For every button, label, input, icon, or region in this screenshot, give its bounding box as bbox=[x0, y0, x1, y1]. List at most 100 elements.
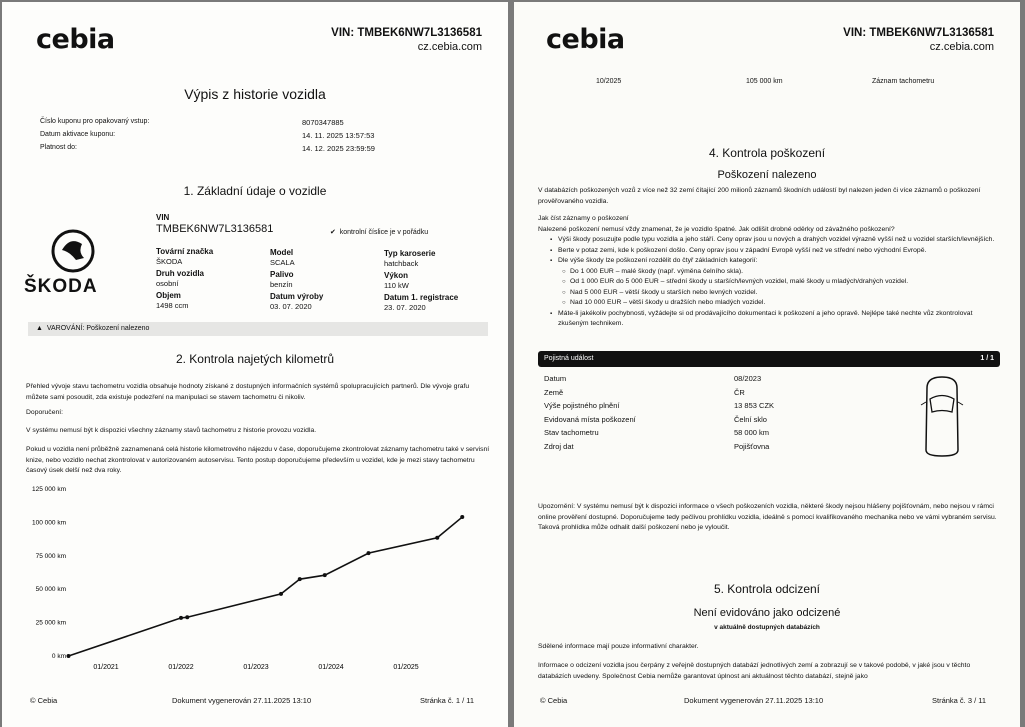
event-label: Země bbox=[544, 387, 564, 397]
event-row: Evidovaná místa poškození Čelní sklo bbox=[544, 413, 774, 427]
header-vin: VIN: TMBEK6NW7L3136581 cz.cebia.com bbox=[331, 27, 482, 53]
data-point bbox=[66, 654, 71, 658]
field-label: Model bbox=[270, 248, 294, 257]
field-label: Výkon bbox=[384, 271, 409, 280]
damage-found-subtitle: Poškození nalezeno bbox=[717, 169, 817, 181]
y-tick-label: 75 000 km bbox=[36, 553, 66, 560]
data-point bbox=[297, 577, 302, 582]
event-value: 58 000 km bbox=[734, 428, 770, 437]
footer-generated: Dokument vygenerován 27.11.2025 13:10 bbox=[172, 696, 312, 705]
event-value: Čelní sklo bbox=[734, 414, 767, 424]
field-value: SCALA bbox=[270, 258, 295, 267]
field-label: Tovární značka bbox=[156, 247, 214, 256]
coupon-value: 8070347885 bbox=[302, 118, 344, 127]
field-label: Objem bbox=[156, 291, 181, 300]
damage-bullet: Berte v potaz zemi, kde k poškození došl… bbox=[550, 246, 1003, 257]
damage-bullet: Dle výše škody lze poškození rozdělit do… bbox=[550, 256, 1003, 267]
odometer-chart: 0 km 25 000 km 50 000 km 75 000 km 100 000 k… bbox=[32, 486, 465, 671]
damage-category: Od 1 000 EUR do 5 000 EUR – střední škod… bbox=[562, 277, 1003, 288]
damage-warning: ▲ VAROVÁNÍ: Poškození nalezeno bbox=[28, 322, 488, 336]
coupon-value: 14. 12. 2025 23:59:59 bbox=[302, 144, 375, 153]
section4-title: 4. Kontrola poškození bbox=[708, 146, 826, 160]
event-value: Pojišťovna bbox=[734, 441, 770, 451]
insurance-event-table: Datum 08/2023 Země ČR Výše pojistného plnění… bbox=[544, 372, 774, 453]
recommendation-text: V systému nemusí být k dispozici všechny… bbox=[26, 427, 317, 434]
y-tick-label: 25 000 km bbox=[36, 620, 66, 627]
data-point bbox=[179, 615, 183, 620]
insurance-event-header: Pojistná událost 1 / 1 bbox=[538, 351, 1000, 367]
damage-category: Nad 5 000 EUR – větší škody u starších n… bbox=[562, 288, 1003, 299]
x-tick-label: 01/2022 bbox=[168, 664, 193, 671]
odometer-intro: Přehled vývoje stavu tachometru vozidla … bbox=[26, 383, 470, 401]
field-label: Palivo bbox=[270, 270, 294, 279]
field-value: ŠKODA bbox=[156, 257, 183, 266]
damage-categories: Do 1 000 EUR – malé škody (např. výměna … bbox=[562, 267, 1003, 309]
field-value: 1498 ccm bbox=[156, 301, 189, 310]
vin-label: VIN bbox=[156, 213, 170, 222]
y-tick-label: 0 km bbox=[52, 653, 66, 660]
data-point bbox=[460, 515, 465, 520]
event-label: Datum bbox=[544, 374, 567, 383]
odo-type: Záznam tachometru bbox=[872, 78, 935, 85]
event-value: ČR bbox=[734, 387, 745, 397]
data-point bbox=[435, 535, 440, 540]
event-label: Evidovaná místa poškození bbox=[544, 414, 636, 424]
event-row: Datum 08/2023 bbox=[544, 372, 774, 386]
not-stolen-subtitle: Není evidováno jako odcizené bbox=[693, 607, 841, 619]
field-label: Druh vozidla bbox=[156, 269, 205, 278]
coupon-label: Platnost do: bbox=[40, 144, 77, 151]
section2-title: 2. Kontrola najetých kilometrů bbox=[175, 352, 335, 366]
not-stolen-note: v aktuálně dostupných databázích bbox=[714, 624, 820, 631]
event-value: 08/2023 bbox=[734, 374, 762, 383]
y-tick-label: 50 000 km bbox=[36, 586, 66, 593]
damage-notice: Upozornění: V systému nemusí být k dispo… bbox=[538, 503, 997, 531]
field-value: osobní bbox=[156, 279, 179, 288]
footer-copyright: © Cebia bbox=[540, 696, 568, 705]
recommendation-label: Doporučení: bbox=[26, 409, 64, 416]
cebia-logo: cebia bbox=[546, 24, 625, 55]
event-value: 13 853 CZK bbox=[734, 401, 775, 410]
data-point bbox=[366, 551, 371, 556]
x-tick-label: 01/2025 bbox=[393, 664, 418, 671]
theft-info-2: Informace o odcizení vozidla jsou čerpán… bbox=[538, 662, 971, 680]
page-title: Výpis z historie vozidla bbox=[184, 86, 326, 102]
recommendation-detail: Pokud u vozidla není průběžně zaznamenan… bbox=[26, 446, 490, 474]
car-top-view-icon bbox=[920, 376, 964, 457]
damage-guide: Jak číst záznamy o poškození Nalezené po… bbox=[538, 214, 1003, 330]
damage-bullet: Máte-li jakékoliv pochybnosti, vyžádejte… bbox=[550, 309, 1003, 330]
field-value: hatchback bbox=[384, 259, 419, 268]
site-link[interactable]: cz.cebia.com bbox=[929, 41, 994, 53]
footer-copyright: © Cebia bbox=[30, 696, 58, 705]
x-tick-label: 01/2021 bbox=[93, 664, 118, 671]
field-value: 110 kW bbox=[384, 281, 409, 290]
event-label: Výše pojistného plnění bbox=[544, 401, 620, 410]
field-value: benzín bbox=[270, 280, 293, 289]
footer-generated: Dokument vygenerován 27.11.2025 13:10 bbox=[684, 696, 824, 705]
data-point bbox=[279, 591, 283, 596]
section1-title: 1. Základní údaje o vozidle bbox=[183, 184, 327, 198]
data-point bbox=[185, 615, 190, 620]
theft-info-1: Sdělené informace mají pouze informativn… bbox=[538, 643, 699, 650]
coupon-label: Datum aktivace kuponu: bbox=[40, 131, 116, 138]
footer-page-number: Stránka č. 3 / 11 bbox=[932, 696, 987, 705]
event-row: Stav tachometru 58 000 km bbox=[544, 426, 774, 440]
odo-date: 10/2025 bbox=[596, 78, 622, 85]
damage-category: Do 1 000 EUR – malé škody (např. výměna … bbox=[562, 267, 1003, 278]
vin-value: TMBEK6NW7L3136581 bbox=[156, 223, 274, 235]
damage-intro: V databázích poškozených vozů z více než… bbox=[538, 187, 981, 205]
mileage-line bbox=[68, 516, 463, 657]
cebia-logo: cebia bbox=[36, 24, 115, 55]
coupon-label: Číslo kuponu pro opakovaný vstup: bbox=[40, 118, 150, 125]
odo-km: 105 000 km bbox=[746, 78, 783, 85]
header-vin: VIN: TMBEK6NW7L3136581 cz.cebia.com bbox=[843, 27, 994, 53]
field-label: Datum výroby bbox=[270, 292, 324, 301]
section5-title: 5. Kontrola odcizení bbox=[713, 582, 821, 596]
damage-bullet: Výši škody posuzujte podle typu vozidla … bbox=[550, 235, 1003, 246]
damage-category: Nad 10 000 EUR – větší škody u dražších … bbox=[562, 298, 1003, 309]
x-tick-label: 01/2024 bbox=[318, 664, 343, 671]
y-tick-label: 125 000 km bbox=[32, 486, 66, 493]
event-row: Výše pojistného plnění 13 853 CZK bbox=[544, 399, 774, 413]
site-link[interactable]: cz.cebia.com bbox=[417, 41, 482, 53]
event-label: Zdroj dat bbox=[544, 441, 574, 451]
field-value: 23. 07. 2020 bbox=[384, 303, 426, 312]
